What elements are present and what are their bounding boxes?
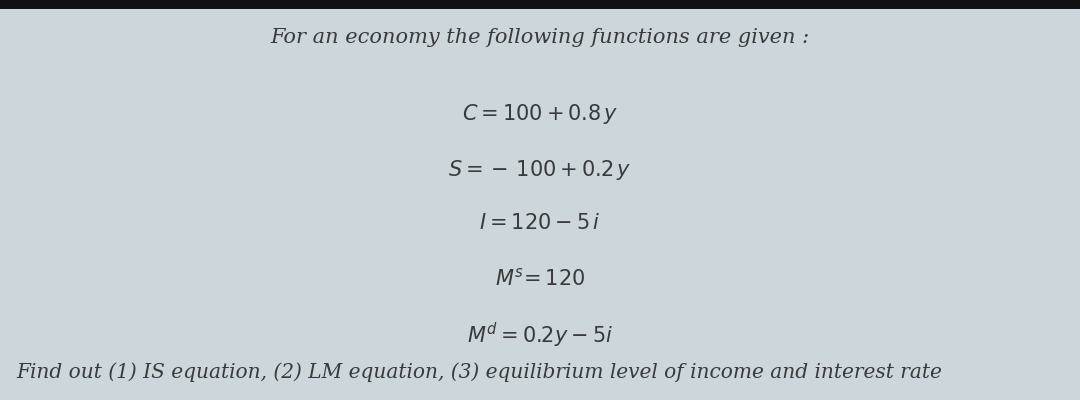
Text: Find out (1) IS equation, (2) LM equation, (3) equilibrium level of income and i: Find out (1) IS equation, (2) LM equatio… xyxy=(16,362,942,382)
Text: $I = 120 - 5\,i$: $I = 120 - 5\,i$ xyxy=(480,213,600,233)
Text: $S = -\,100 + 0.2\,y$: $S = -\,100 + 0.2\,y$ xyxy=(448,158,632,182)
Text: $C = 100 + 0.8\,y$: $C = 100 + 0.8\,y$ xyxy=(462,102,618,126)
Text: For an economy the following functions are given :: For an economy the following functions a… xyxy=(270,28,810,47)
Text: $M^{s}\!= 120$: $M^{s}\!= 120$ xyxy=(495,267,585,289)
Text: $M^{d} = 0.2y - 5i$: $M^{d} = 0.2y - 5i$ xyxy=(467,321,613,350)
